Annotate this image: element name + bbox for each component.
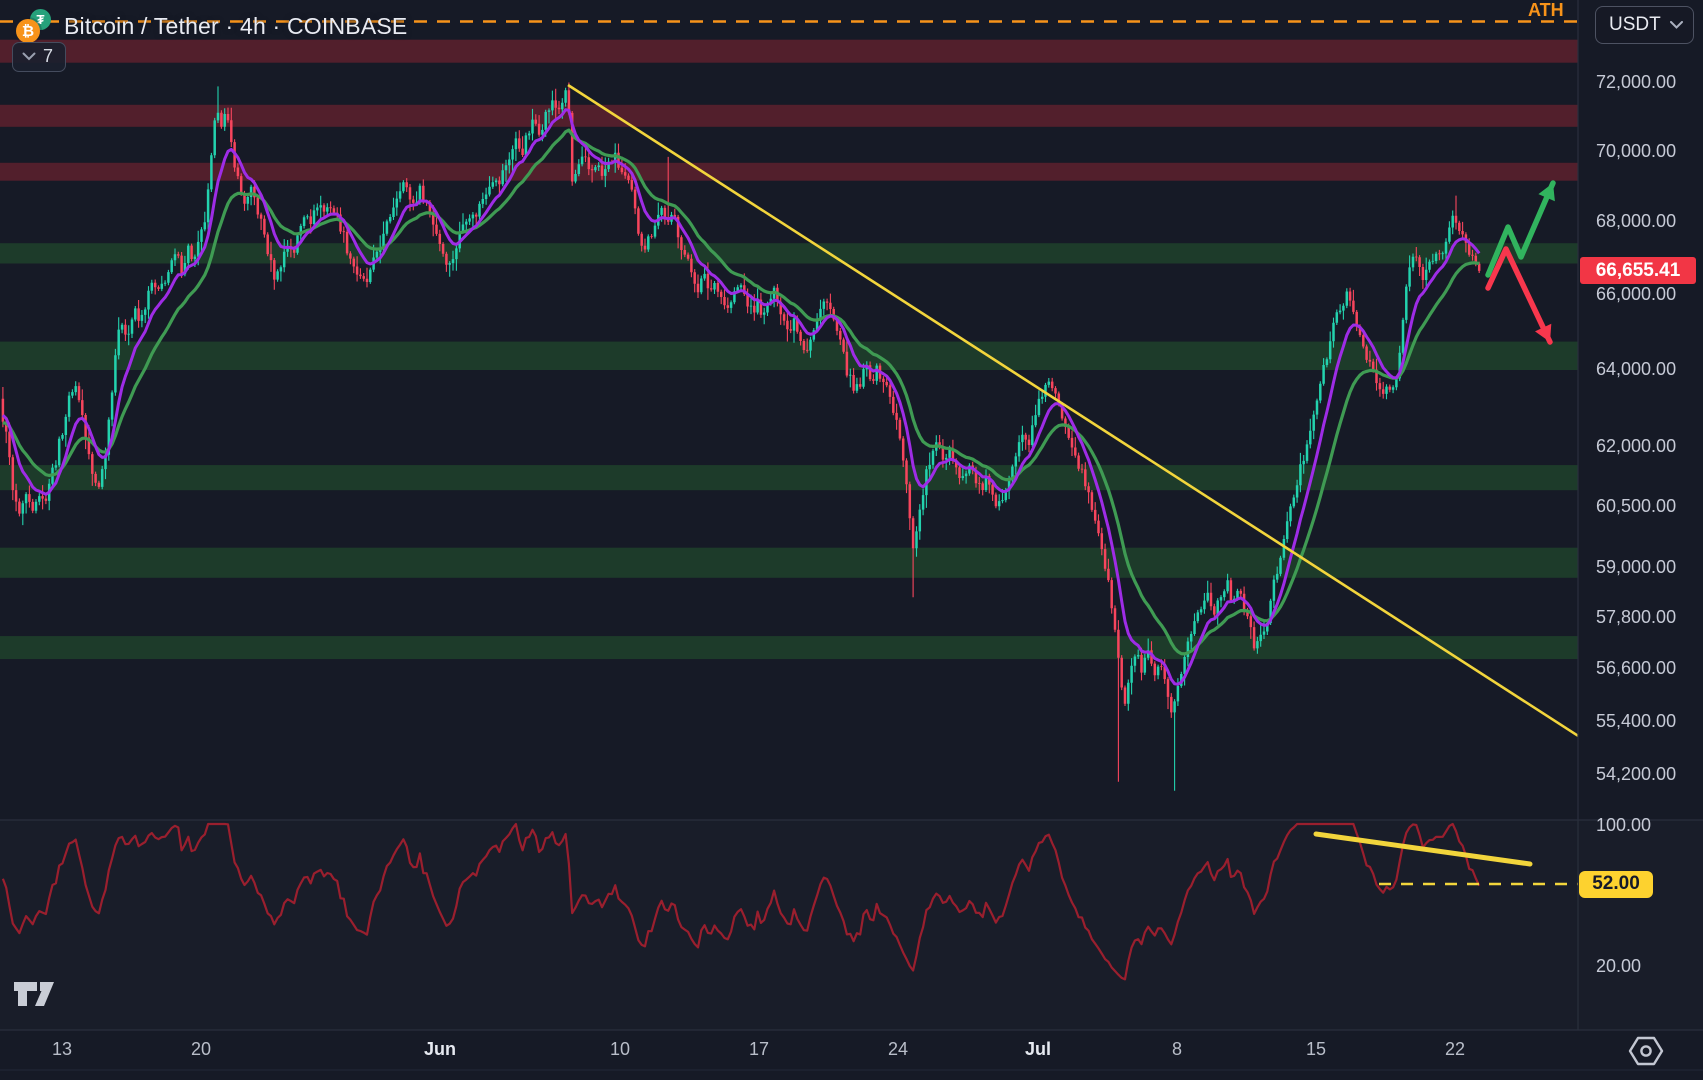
symbol-title[interactable]: Bitcoin / Tether · 4h · COINBASE (64, 12, 408, 39)
price-axis-label: 56,600.00 (1596, 658, 1677, 678)
ath-label: ATH (1528, 0, 1564, 20)
price-axis-label: 57,800.00 (1596, 607, 1677, 627)
time-axis-label: 20 (190, 1039, 212, 1059)
support-zone (0, 465, 1578, 491)
price-axis-label: 62,000.00 (1596, 436, 1677, 456)
rsi-axis-label: 20.00 (1596, 956, 1642, 976)
price-axis[interactable]: 72,000.00 70,000.00 68,000.00 66,000.00 64,0… (1578, 0, 1703, 1030)
time-axis-label: Jul (1024, 1039, 1052, 1059)
ma-slow-green-line (2, 128, 1480, 656)
chevron-down-icon (22, 52, 36, 61)
time-axis-label: 8 (1171, 1039, 1183, 1059)
bull-arrow-drawing[interactable] (1485, 180, 1556, 278)
time-axis-label: 13 (51, 1039, 73, 1059)
bitcoin-icon: ₿ (16, 19, 40, 43)
indicators-collapse-button[interactable]: 7 (12, 42, 67, 72)
symbol-pair-icons: ₮ ₿ (10, 6, 54, 46)
price-axis-label: 70,000.00 (1596, 141, 1677, 161)
ma-fast-purple-line (1, 108, 1481, 686)
candle-bodies-up (21, 90, 1454, 713)
time-axis[interactable]: 13 20 Jun 10 17 24 Jul 8 15 22 (0, 1030, 1703, 1080)
bear-arrow-drawing-head (1535, 323, 1552, 342)
resistance-zone (0, 39, 1578, 63)
rsi-axis-label: 100.00 (1596, 815, 1652, 835)
time-axis-label: 17 (748, 1039, 770, 1059)
time-axis-label: 10 (609, 1039, 631, 1059)
time-axis-label: 24 (887, 1039, 909, 1059)
price-axis-label: 55,400.00 (1596, 711, 1677, 731)
chart-header: ₮ ₿ Bitcoin / Tether · 4h · COINBASE (10, 6, 407, 46)
settings-gear-icon[interactable] (1627, 1035, 1665, 1067)
indicator-count: 7 (43, 46, 54, 66)
bull-arrow-drawing-head (1538, 183, 1555, 202)
price-axis-label: 72,000.00 (1596, 72, 1677, 92)
price-axis-label: 68,000.00 (1596, 211, 1677, 231)
price-axis-label: 66,000.00 (1596, 284, 1677, 304)
support-zone (0, 341, 1578, 370)
tradingview-logo[interactable] (13, 980, 59, 1010)
price-axis-label: 60,500.00 (1596, 496, 1677, 516)
rsi-level-badge: 52.00 (1579, 870, 1653, 898)
support-zone (0, 636, 1578, 660)
currency-selector[interactable]: USDT (1595, 6, 1694, 44)
support-zone (0, 243, 1578, 264)
price-axis-label: 54,200.00 (1596, 764, 1677, 784)
rsi-line (1, 822, 1481, 981)
rsi-pane-background (0, 820, 1703, 1030)
time-axis-label: Jun (423, 1039, 457, 1059)
price-axis-label: 59,000.00 (1596, 557, 1677, 577)
support-zone (0, 547, 1578, 578)
currency-selector-label: USDT (1609, 14, 1661, 35)
candle-wicks-down (2, 82, 1480, 782)
chevron-down-icon (1670, 21, 1683, 29)
resistance-zone (0, 162, 1578, 181)
time-axis-label: 22 (1444, 1039, 1466, 1059)
last-price-badge: 66,655.41 (1580, 257, 1696, 284)
candle-bodies-down (1, 90, 1481, 713)
rsi-trendline-drawing[interactable] (1313, 831, 1533, 867)
time-axis-label: 15 (1305, 1039, 1327, 1059)
downtrend-line-drawing[interactable] (567, 83, 1579, 737)
bear-arrow-drawing[interactable] (1485, 246, 1553, 345)
resistance-zone (0, 104, 1578, 127)
price-axis-label: 64,000.00 (1596, 359, 1677, 379)
